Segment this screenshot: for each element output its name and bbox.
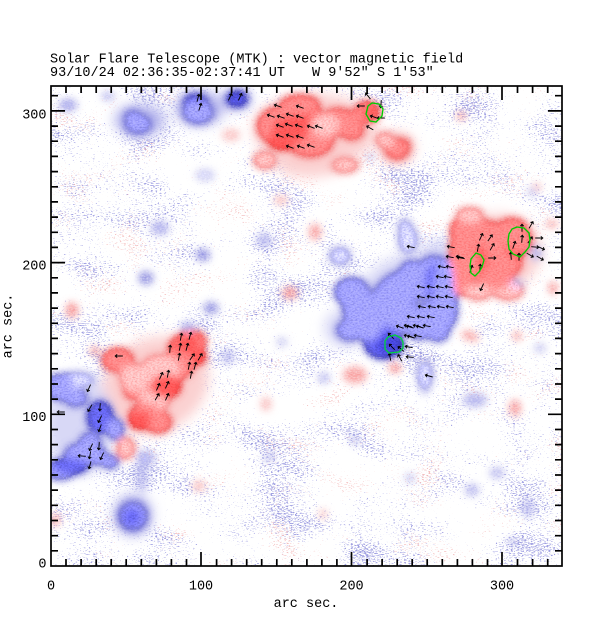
svg-text:arc sec.: arc sec. xyxy=(274,597,339,612)
svg-text:S 1'53": S 1'53" xyxy=(377,66,434,81)
svg-text:200: 200 xyxy=(339,580,363,595)
svg-text:W 9'52": W 9'52" xyxy=(312,66,369,81)
svg-text:0: 0 xyxy=(38,557,46,572)
svg-text:200: 200 xyxy=(22,259,46,274)
svg-text:300: 300 xyxy=(490,580,514,595)
svg-text:arc sec.: arc sec. xyxy=(2,294,17,359)
svg-text:Solar Flare Telescope (MTK) :: Solar Flare Telescope (MTK) : vector mag… xyxy=(50,53,463,68)
svg-text:100: 100 xyxy=(189,580,213,595)
svg-text:93/10/24 02:36:35-02:37:41 UT: 93/10/24 02:36:35-02:37:41 UT xyxy=(50,66,285,81)
svg-text:0: 0 xyxy=(47,580,55,595)
svg-text:100: 100 xyxy=(22,411,46,426)
svg-text:300: 300 xyxy=(22,108,46,123)
